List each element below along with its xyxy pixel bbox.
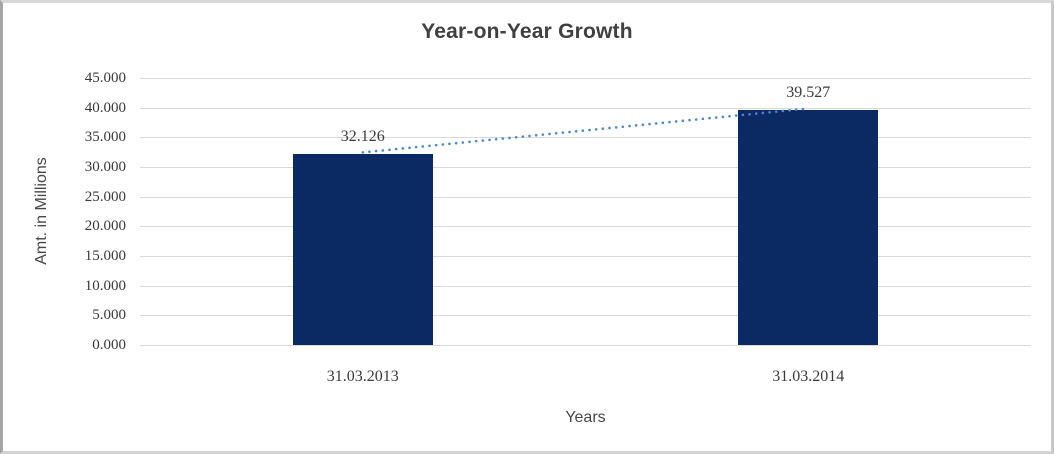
gridline — [140, 107, 1031, 109]
y-axis-tick-label: 25.000 — [84, 188, 126, 205]
y-axis-tick-label: 15.000 — [84, 248, 126, 264]
gridline — [140, 167, 1031, 168]
gridline — [140, 226, 1031, 228]
y-axis-tick-label: 45.000 — [84, 70, 126, 86]
bar — [292, 154, 433, 345]
gridline — [140, 315, 1031, 317]
trendline-layer — [361, 107, 810, 154]
gridline — [140, 196, 1031, 198]
gridline — [140, 137, 1031, 139]
y-axis-tick-label: 20.000 — [84, 218, 126, 235]
trendline — [361, 107, 810, 154]
gridline — [140, 345, 1031, 346]
bar — [738, 110, 879, 345]
gridline — [140, 256, 1031, 257]
gridline — [140, 78, 1031, 79]
y-axis-tick-label: 5.000 — [92, 307, 126, 324]
x-axis-tick-label: 31.03.2013 — [326, 368, 399, 385]
y-axis-tick-label: 30.000 — [84, 159, 126, 175]
x-axis-tick-label: 31.03.2014 — [772, 368, 845, 385]
chart-title: Year-on-Year Growth — [421, 20, 633, 43]
plot-area: 32.126 31.03.2013 39.527 31.03.2014 — [140, 78, 1031, 385]
y-axis-tick-label: 10.000 — [84, 277, 126, 294]
y-axis-tick-label: 35.000 — [84, 129, 126, 146]
y-axis-tick-label: 40.000 — [84, 99, 126, 116]
y-axis-tick-label: 0.000 — [92, 337, 126, 353]
data-label: 32.126 — [340, 128, 385, 146]
data-label: 39.527 — [786, 84, 831, 102]
gridline — [140, 285, 1031, 287]
x-axis-title: Years — [565, 409, 606, 426]
